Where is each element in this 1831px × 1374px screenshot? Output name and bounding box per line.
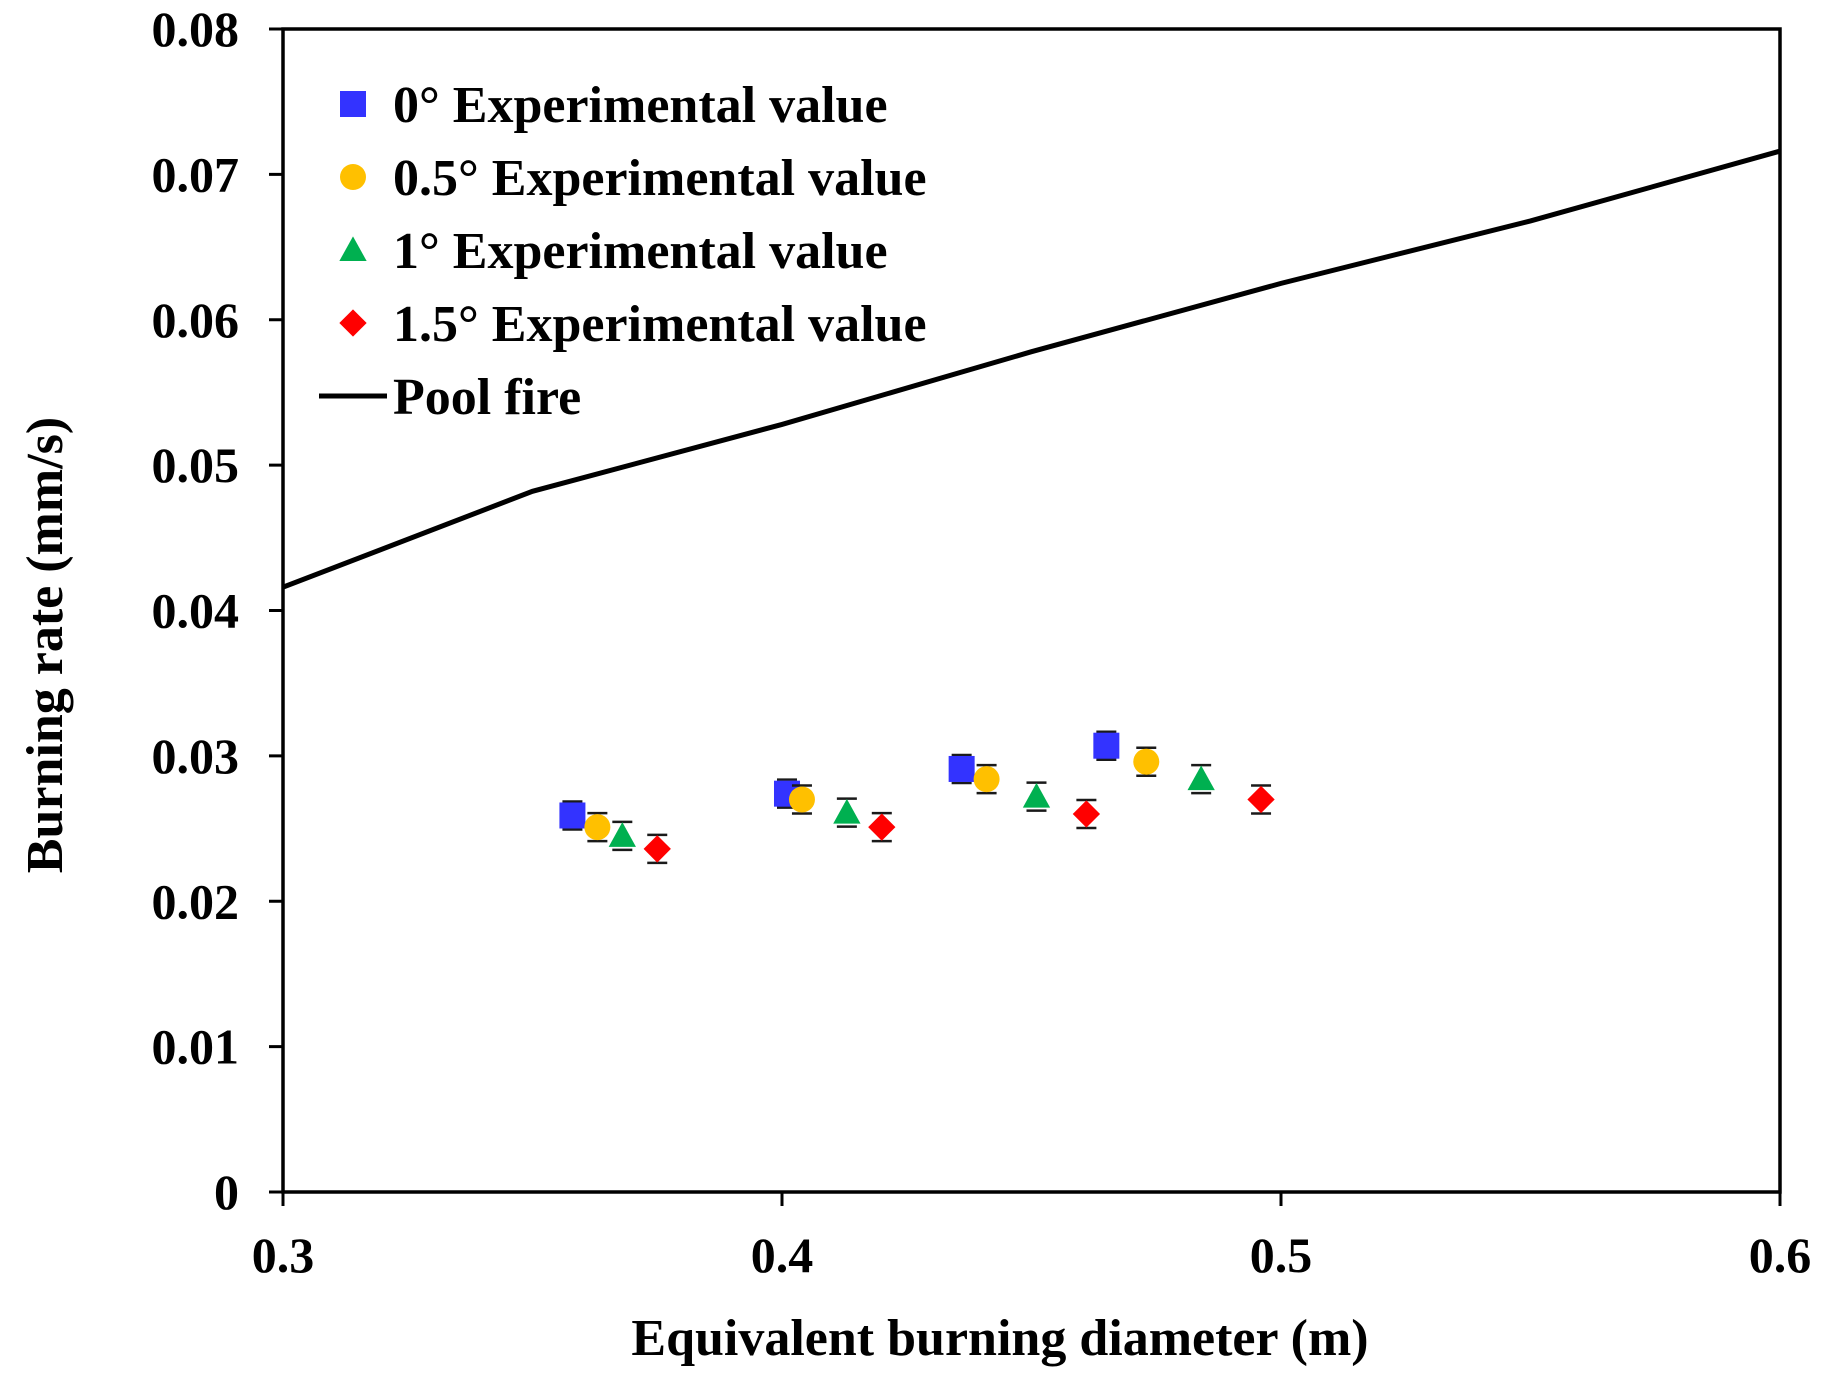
data-point-square	[948, 755, 975, 782]
legend-label: 1.5° Experimental value	[393, 296, 927, 353]
x-tick-label: 0.3	[252, 1227, 315, 1283]
data-point-square	[559, 802, 586, 829]
y-tick-label: 0.08	[152, 1, 240, 57]
series-4	[283, 148, 1780, 590]
series-1	[584, 746, 1160, 843]
plot-marks	[283, 148, 1780, 865]
y-tick-label: 0.06	[152, 292, 240, 348]
data-point-square	[1093, 732, 1120, 759]
legend-diamond-swatch	[339, 309, 367, 337]
legend-label: 1° Experimental value	[393, 223, 888, 280]
legend-circle-swatch	[340, 164, 366, 190]
data-point-diamond	[1247, 785, 1275, 814]
data-point-circle	[788, 786, 815, 813]
y-tick-label: 0.05	[152, 437, 240, 493]
legend: 0° Experimental value 0.5° Experimental v…	[319, 77, 927, 426]
legend-entry-3: 1.5° Experimental value	[339, 296, 927, 353]
data-point-triangle	[1187, 765, 1215, 791]
data-point-diamond	[643, 835, 671, 863]
y-tick-label: 0.07	[152, 146, 240, 202]
data-point-circle	[584, 814, 611, 841]
axes: 0 0.01 0.02 0.03 0.04 0.05 0.06 0.07 0.08 0.3 0.4 0…	[152, 1, 1812, 1283]
pool-fire-line	[283, 148, 1780, 590]
legend-entry-0: 0° Experimental value	[340, 77, 888, 134]
legend-entry-1: 0.5° Experimental value	[340, 150, 927, 207]
series-3	[643, 784, 1275, 865]
y-tick-label: 0.01	[152, 1019, 240, 1075]
data-point-circle	[973, 766, 1000, 793]
x-tick-label: 0.5	[1250, 1227, 1313, 1283]
y-tick-label: 0.03	[152, 728, 240, 784]
data-point-triangle	[608, 822, 636, 847]
data-point-diamond	[1072, 800, 1101, 828]
x-tick-label: 0.4	[751, 1227, 814, 1283]
legend-triangle-swatch	[339, 236, 367, 262]
y-tick-label: 0.04	[152, 583, 240, 639]
x-axis-title: Equivalent burning diameter (m)	[631, 1310, 1368, 1367]
legend-square-swatch	[340, 91, 366, 117]
x-tick-label: 0.6	[1749, 1227, 1812, 1283]
data-point-circle	[1133, 748, 1160, 775]
y-tick-label: 0.02	[152, 873, 240, 929]
data-point-diamond	[868, 813, 896, 841]
legend-entry-2: 1° Experimental value	[339, 223, 888, 280]
series-2	[608, 763, 1215, 852]
legend-entry-4: Pool fire	[319, 369, 581, 426]
data-point-triangle	[1022, 782, 1051, 808]
legend-label: Pool fire	[393, 369, 581, 426]
legend-label: 0° Experimental value	[393, 77, 888, 134]
legend-label: 0.5° Experimental value	[393, 150, 927, 207]
y-axis-title: Burning rate (mm/s)	[17, 417, 74, 873]
y-tick-label: 0	[214, 1164, 239, 1220]
data-point-triangle	[833, 798, 861, 824]
